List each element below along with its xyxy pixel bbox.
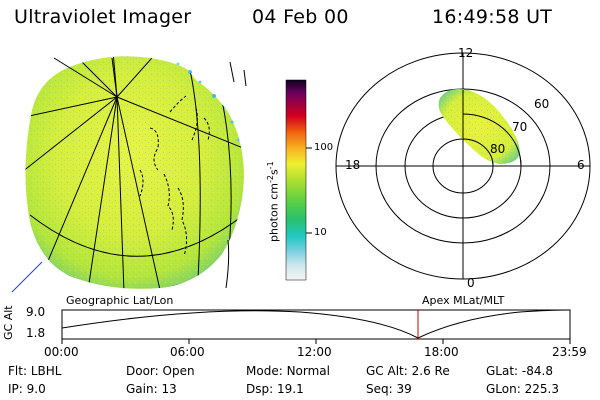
- unit-seconds: s: [267, 169, 281, 176]
- info-glon: GLon: 225.3: [486, 382, 559, 396]
- timeline-x-tick-0: 00:00: [44, 345, 79, 359]
- info-ip: IP: 9.0: [8, 382, 46, 396]
- info-mode: Mode: Normal: [246, 364, 330, 378]
- timeline-x-tick-2: 12:00: [297, 345, 332, 359]
- timeline-x-tick-4: 23:59: [552, 345, 587, 359]
- info-gc-alt: GC Alt: 2.6 Re: [366, 364, 450, 378]
- colorbar: [285, 79, 312, 281]
- info-flt: Flt: LBHL: [8, 364, 62, 378]
- unit-main: photon cm: [267, 183, 281, 242]
- lat-label-70: 70: [512, 120, 528, 134]
- mlt-label-12: 12: [458, 46, 474, 60]
- colorbar-gradient: [285, 79, 307, 281]
- unit-exponent-cm: -2: [266, 175, 275, 184]
- info-seq: Seq: 39: [366, 382, 412, 396]
- lat-label-80: 80: [490, 142, 506, 156]
- altitude-timeline: [61, 309, 571, 344]
- timeline-frame: [61, 309, 571, 340]
- left-caption: Geographic Lat/Lon: [66, 294, 174, 307]
- mlt-label-18: 18: [345, 158, 361, 172]
- unit-exponent-s: -1: [266, 161, 275, 170]
- info-door: Door: Open: [126, 364, 195, 378]
- info-dsp: Dsp: 19.1: [246, 382, 304, 396]
- time-label: 16:49:58 UT: [432, 6, 553, 28]
- info-gain: Gain: 13: [126, 382, 177, 396]
- right-caption: Apex MLat/MLT: [422, 294, 505, 307]
- colorbar-unit-label: photon cm-2s-1: [266, 142, 286, 242]
- timeline-ticks: [61, 339, 571, 344]
- altitude-curve: [61, 309, 571, 339]
- timeline-x-tick-3: 18:00: [424, 345, 459, 359]
- mlt-label-0: 0: [467, 276, 475, 290]
- colorbar-tick-label-10: 10: [314, 227, 327, 238]
- timeline-x-tick-1: 06:00: [170, 345, 205, 359]
- timeline-y-tick-low: 1.8: [26, 326, 46, 340]
- coastlines: [139, 95, 210, 257]
- mlt-label-6: 6: [577, 158, 585, 172]
- earth-image: [11, 56, 247, 293]
- timeline-y-label: GC Alt: [2, 305, 15, 340]
- timeline-y-tick-high: 9.0: [26, 305, 46, 319]
- info-glat: GLat: -84.8: [486, 364, 553, 378]
- lat-label-60: 60: [534, 97, 550, 111]
- colorbar-tick-label-100: 100: [314, 142, 334, 153]
- instrument-title: Ultraviolet Imager: [14, 6, 192, 28]
- date-label: 04 Feb 00: [252, 6, 349, 28]
